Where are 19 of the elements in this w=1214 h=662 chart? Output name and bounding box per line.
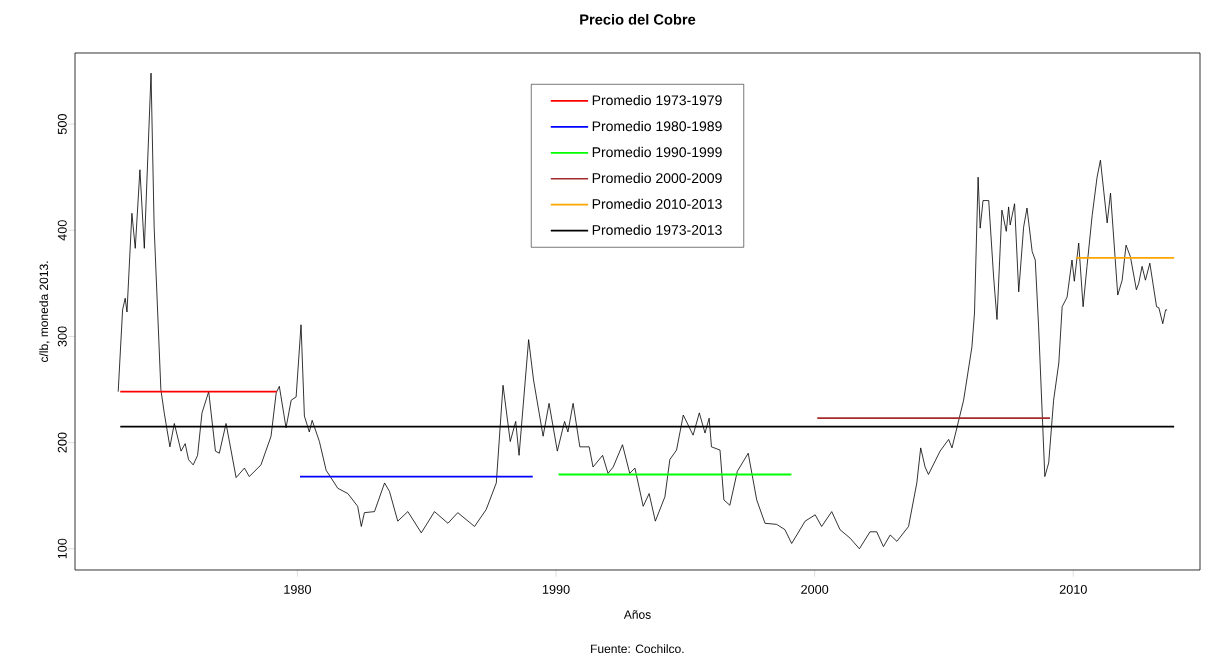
y-tick-label: 400 <box>57 220 67 241</box>
legend-label: Promedio 1973-2013 <box>592 224 722 235</box>
x-tick-label: 1990 <box>542 584 570 594</box>
x-tick-label: 2010 <box>1059 584 1087 594</box>
x-tick-label: 1980 <box>284 584 311 594</box>
y-tick-label: 100 <box>57 538 67 559</box>
legend-label: Promedio 2000-2009 <box>592 172 722 184</box>
chart-title: Precio del Cobre <box>580 13 696 25</box>
x-tick-label: 2000 <box>801 584 829 594</box>
y-tick-label: 300 <box>57 326 67 347</box>
legend-label: Promedio 1980-1989 <box>592 120 722 132</box>
x-axis-title: Años <box>623 610 651 619</box>
legend-label: Promedio 1973-1979 <box>592 94 722 106</box>
y-axis-title: c/lb, moneda 2013. <box>39 261 50 363</box>
y-tick-label: 500 <box>57 114 67 135</box>
legend-label: Promedio 1990-1999 <box>592 146 722 158</box>
legend-label: Promedio 2010-2013 <box>592 198 722 210</box>
source-note: Fuente: Cochilco. <box>591 644 684 654</box>
y-tick-label: 200 <box>57 432 67 453</box>
